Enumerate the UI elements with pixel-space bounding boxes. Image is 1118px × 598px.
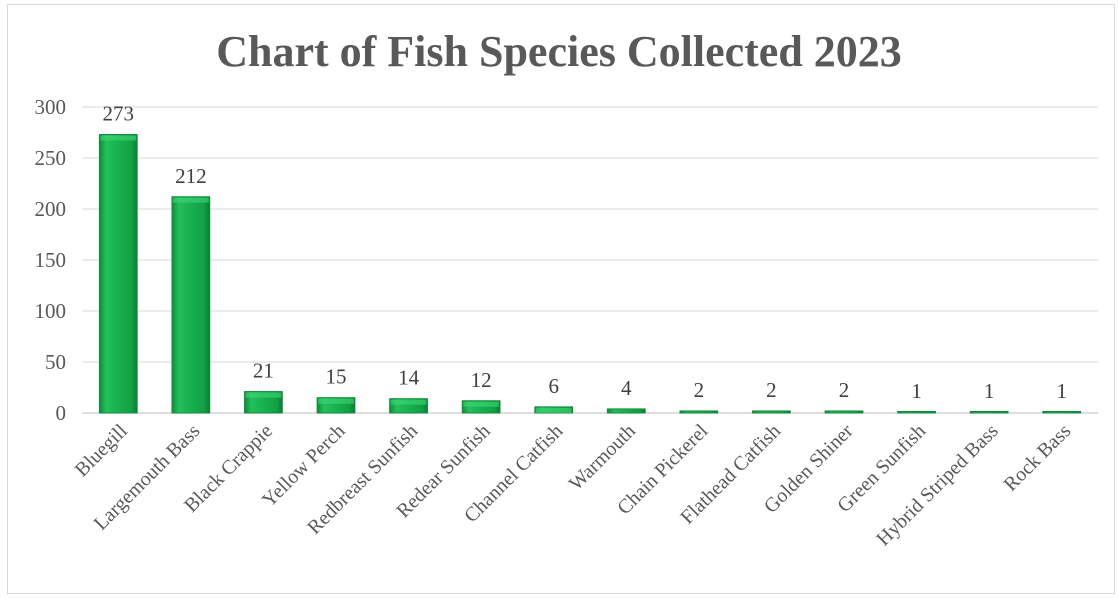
bar-highlight	[245, 392, 282, 398]
category-label: Bluegill	[71, 420, 132, 481]
data-label: 4	[621, 376, 632, 400]
y-tick-label: 0	[56, 401, 67, 425]
y-tick-label: 300	[35, 95, 67, 119]
y-tick-label: 50	[45, 350, 66, 374]
bar	[969, 411, 1009, 414]
bar-highlight	[318, 398, 354, 404]
y-tick-label: 100	[35, 299, 67, 323]
bar-highlight	[100, 135, 137, 141]
bar-highlight	[535, 407, 572, 413]
bars	[98, 134, 1082, 414]
bar	[752, 410, 791, 414]
data-label: 6	[548, 374, 559, 398]
y-tick-label: 200	[35, 197, 67, 221]
data-label: 1	[984, 379, 995, 403]
data-label: 2	[694, 378, 705, 402]
category-label: Rock Bass	[1000, 420, 1076, 496]
data-label: 15	[326, 365, 347, 389]
data-label: 212	[175, 164, 207, 188]
bar	[98, 134, 138, 414]
data-label: 12	[471, 368, 492, 392]
bar-highlight	[390, 399, 427, 405]
chart-title: Chart of Fish Species Collected 2023	[216, 27, 902, 76]
data-label: 14	[398, 366, 420, 390]
bar	[171, 196, 211, 414]
data-label: 2	[839, 378, 850, 402]
bar	[824, 410, 864, 414]
bar	[897, 411, 936, 414]
grid-lines	[82, 106, 1098, 414]
category-label: Hybrid Striped Bass	[872, 420, 1002, 550]
y-axis-ticks: 0 50 100 150 200 250 300	[35, 95, 67, 425]
data-label: 2	[766, 378, 777, 402]
bar-highlight	[172, 197, 209, 203]
y-tick-label: 150	[35, 248, 67, 272]
bar	[606, 408, 646, 414]
data-label: 273	[103, 102, 135, 126]
data-label: 1	[911, 379, 922, 403]
bar	[1042, 411, 1082, 414]
bar	[679, 410, 719, 414]
data-label: 21	[253, 359, 274, 383]
y-tick-label: 250	[35, 146, 67, 170]
category-label: Warmouth	[565, 420, 640, 495]
data-label: 1	[1056, 379, 1067, 403]
bar-highlight	[463, 401, 500, 407]
